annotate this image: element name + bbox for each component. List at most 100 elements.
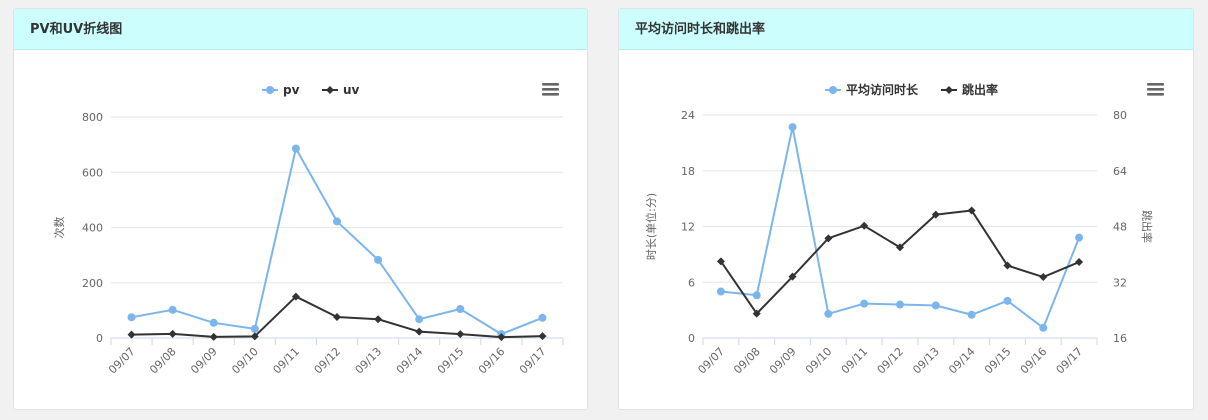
chart-menu-icon[interactable] [1147, 83, 1164, 96]
data-point-pv [374, 255, 383, 264]
data-point-series-2 [967, 206, 976, 215]
data-point-uv [168, 329, 177, 338]
data-point-series-1 [967, 310, 976, 319]
y-tick-label: 600 [82, 166, 103, 179]
data-point-series-1 [824, 309, 833, 318]
x-tick-label: 09/11 [270, 345, 302, 377]
data-point-series-1 [752, 291, 761, 300]
data-point-series-1 [931, 301, 940, 310]
data-point-uv [374, 315, 383, 324]
menu-bar [542, 93, 559, 96]
data-point-series-1 [1003, 296, 1012, 305]
x-tick-label: 09/16 [476, 345, 508, 377]
menu-bar [1147, 93, 1164, 96]
x-tick-label: 09/16 [1018, 345, 1050, 377]
series-line-series-2 [720, 209, 1080, 315]
x-tick-label: 09/14 [946, 345, 978, 377]
data-point-pv [333, 217, 341, 226]
menu-bar [1147, 88, 1164, 91]
data-point-series-1 [788, 123, 797, 132]
legend-marker-series-1 [829, 86, 837, 94]
legend-label-series-1: 平均访问时长 [846, 82, 919, 97]
data-point-series-2 [860, 221, 869, 230]
data-point-uv [415, 327, 424, 336]
y-tick-label: 400 [82, 222, 103, 235]
data-point-series-1 [896, 300, 904, 309]
data-point-pv [250, 324, 259, 333]
data-point-series-1 [860, 299, 869, 308]
x-tick-label: 09/11 [839, 345, 871, 377]
menu-bar [542, 83, 559, 86]
legend-marker-series-2 [945, 86, 953, 94]
legend-label-uv: uv [343, 83, 360, 97]
y-tick-label: 18 [681, 165, 695, 178]
duration-bounce-panel: 平均访问时长和跳出率 0 6 12 18 24 16 32 48 64 80 跳出率 时长(单位:分)… [618, 8, 1194, 410]
x-tick-label: 09/14 [394, 345, 426, 377]
y-right-tick-label: 16 [1113, 332, 1127, 345]
pv-uv-line-chart: 0 200 400 600 800 次数 09/07 09/08 09/09 09/10 09/11… [52, 83, 564, 377]
menu-bar [1147, 83, 1164, 86]
x-tick-label: 09/12 [875, 345, 907, 377]
y-axis-label: 次数 [52, 217, 66, 239]
data-point-pv [209, 318, 218, 327]
legend-marker-pv [266, 86, 274, 94]
data-point-series-2 [716, 257, 725, 266]
data-point-uv [291, 292, 300, 301]
y-tick-label: 12 [681, 221, 695, 234]
legend-marker-uv [326, 86, 334, 94]
y-axis-label: 时长(单位:分) [644, 193, 658, 260]
data-point-pv [168, 305, 177, 314]
x-tick-label: 09/08 [731, 345, 763, 377]
chart-menu-icon[interactable] [542, 83, 559, 96]
x-tick-label: 09/09 [188, 345, 220, 377]
y-tick-label: 0 [688, 332, 695, 345]
legend-label-series-2: 跳出率 [962, 82, 998, 97]
y-right-tick-label: 48 [1113, 221, 1127, 234]
data-point-series-2 [1003, 261, 1012, 270]
x-tick-label: 09/07 [106, 345, 138, 377]
y-tick-label: 6 [688, 276, 695, 289]
x-tick-label: 09/08 [147, 345, 179, 377]
data-point-uv [456, 330, 465, 339]
y-right-axis-label: 跳出率 [1140, 210, 1154, 243]
y-right-tick-label: 80 [1113, 109, 1127, 122]
data-point-series-2 [1075, 258, 1084, 267]
x-tick-label: 09/10 [803, 345, 835, 377]
x-tick-label: 09/17 [517, 345, 549, 377]
data-point-pv [538, 313, 547, 322]
y-right-tick-label: 64 [1113, 165, 1127, 178]
data-point-uv [250, 332, 259, 341]
x-tick-label: 09/10 [229, 345, 261, 377]
data-point-pv [291, 144, 300, 153]
menu-bar [542, 88, 559, 91]
data-point-series-1 [716, 287, 725, 296]
legend-label-pv: pv [283, 83, 300, 97]
data-point-uv [333, 313, 341, 322]
panel-title: 平均访问时长和跳出率 [619, 9, 1193, 50]
pv-uv-panel: PV和UV折线图 0 200 400 600 800 次数 09/07 09/08 09/09 0… [13, 8, 588, 410]
data-point-pv [415, 315, 424, 324]
x-tick-label: 09/12 [312, 345, 344, 377]
data-point-series-1 [1075, 233, 1084, 242]
data-point-series-2 [1039, 273, 1048, 282]
x-tick-label: 09/15 [982, 345, 1014, 377]
data-point-pv [456, 304, 465, 313]
panel-title: PV和UV折线图 [14, 9, 587, 50]
x-tick-label: 09/13 [910, 345, 942, 377]
y-tick-label: 200 [82, 277, 103, 290]
data-point-pv [127, 313, 136, 322]
data-point-series-2 [788, 272, 797, 281]
y-tick-label: 0 [96, 332, 103, 345]
series-line-pv [131, 147, 543, 336]
data-point-uv [538, 332, 547, 341]
data-point-uv [127, 330, 136, 339]
data-point-series-2 [752, 309, 761, 318]
data-point-uv [209, 332, 218, 341]
data-point-series-2 [931, 210, 940, 219]
y-right-tick-label: 32 [1113, 276, 1127, 289]
x-tick-label: 09/07 [695, 345, 727, 377]
data-point-series-1 [1039, 323, 1048, 332]
x-tick-label: 09/13 [353, 345, 385, 377]
y-tick-label: 800 [82, 111, 103, 124]
